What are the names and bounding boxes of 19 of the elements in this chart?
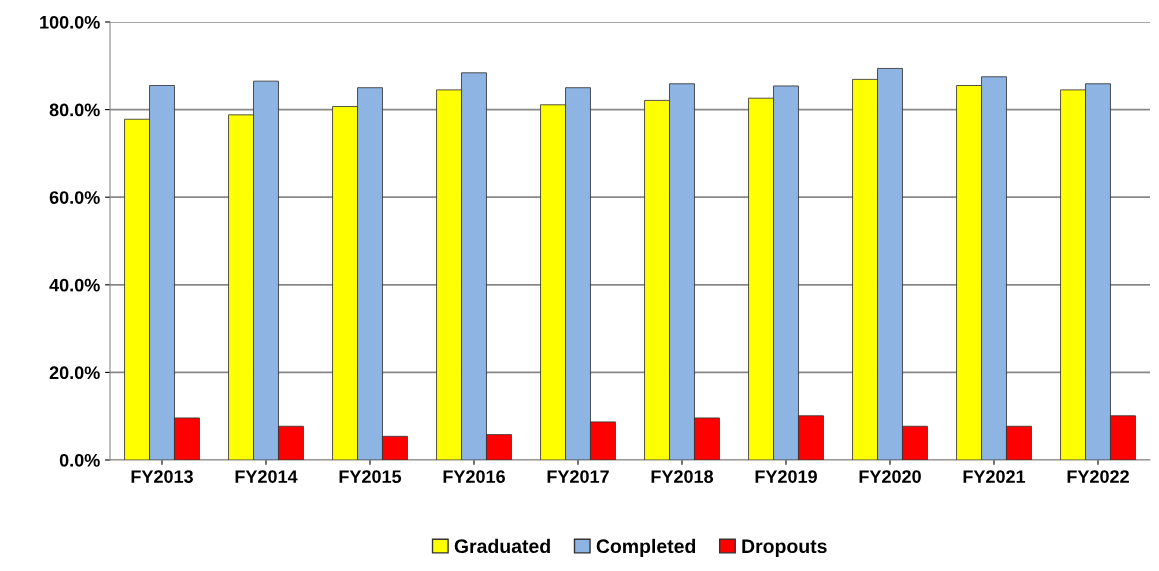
x-tick-label: FY2021 <box>963 470 1026 483</box>
x-tick-label: FY2016 <box>443 470 505 483</box>
legend-label: Completed <box>596 538 696 557</box>
y-tick-label: 100.0% <box>40 15 100 29</box>
y-tick-label: 60.0% <box>49 191 100 204</box>
x-tick-label: FY2020 <box>859 470 921 483</box>
x-tick-label: FY2015 <box>339 470 402 483</box>
y-tick-label: 20.0% <box>49 366 100 380</box>
x-tick-label: FY2013 <box>131 470 193 484</box>
y-tick-label: 0.0% <box>59 453 100 467</box>
x-tick-label: FY2014 <box>235 470 298 483</box>
legend-label: Graduated <box>454 538 550 554</box>
y-tick-label: 80.0% <box>49 103 100 117</box>
legend-label: Dropouts <box>742 539 827 557</box>
x-tick-label: FY2017 <box>547 470 609 483</box>
x-tick-label: FY2022 <box>1067 470 1129 483</box>
x-tick-label: FY2018 <box>651 470 714 483</box>
x-tick-label: FY2019 <box>755 470 817 483</box>
y-tick-label: 40.0% <box>49 278 100 292</box>
